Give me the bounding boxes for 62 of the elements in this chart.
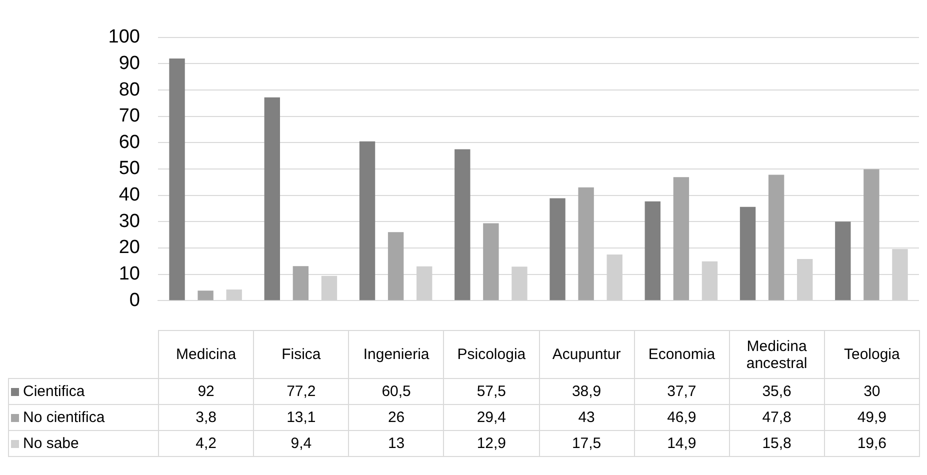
bar [578,187,594,300]
data-label: 43 [539,404,634,430]
bar [864,169,880,300]
bar [550,198,566,300]
data-label: 38,9 [539,378,634,404]
bar [483,223,499,300]
bar [292,266,309,300]
y-tick-label: 70 [118,106,140,127]
y-tick-label: 20 [118,237,140,258]
bar [740,206,756,300]
data-label: 47,8 [729,404,824,430]
data-label: 9,4 [254,430,349,456]
y-tick-label: 80 [118,79,140,100]
x-tick-label: Economia [634,330,730,378]
y-tick-label: 10 [118,264,140,285]
x-tick-label: Fisica [254,330,349,378]
x-tick-label: Medicina [158,330,254,378]
data-label: 37,7 [634,378,730,404]
bar [359,141,376,300]
data-label: 13 [348,430,444,456]
data-label: 17,5 [539,430,634,456]
bar [835,222,851,300]
x-tick-label: Teologia [824,330,920,378]
bar [644,201,660,300]
data-label: 26 [348,404,444,430]
data-label: 35,6 [729,378,824,404]
legend-label: Cientifica [8,378,158,404]
data-label: 12,9 [444,430,539,456]
x-tick-label: Acupuntur [539,330,634,378]
bar [768,174,784,300]
bar [264,97,280,300]
data-label: 13,1 [254,404,349,430]
data-label: 3,8 [158,404,254,430]
bar [673,177,690,300]
y-tick-label: 0 [129,290,140,311]
y-tick-label: 60 [118,132,140,153]
y-tick-label: 50 [118,158,140,180]
data-label: 15,8 [729,430,824,456]
data-label: 30 [824,378,920,404]
x-tick-label: Medicina ancestral [729,330,824,378]
y-tick-label: 40 [118,184,140,206]
y-tick-label: 100 [108,26,140,48]
data-label: 49,9 [824,404,920,430]
data-label: 46,9 [634,404,730,430]
x-tick-label: Psicologia [444,330,539,378]
bar [169,58,185,300]
data-label: 60,5 [348,378,444,404]
legend-label: No sabe [8,430,158,456]
data-label: 14,9 [634,430,730,456]
data-label: 29,4 [444,404,539,430]
y-tick-label: 90 [118,52,140,74]
x-tick-label: Ingenieria [348,330,444,378]
data-label: 19,6 [824,430,920,456]
bar [454,149,470,300]
legend-label: No cientifica [8,404,158,430]
bar [388,232,404,300]
data-label: 92 [158,378,254,404]
data-label: 57,5 [444,378,539,404]
y-tick-label: 30 [118,210,140,232]
data-label: 4,2 [158,430,254,456]
bar [198,290,214,300]
data-label: 77,2 [254,378,349,404]
